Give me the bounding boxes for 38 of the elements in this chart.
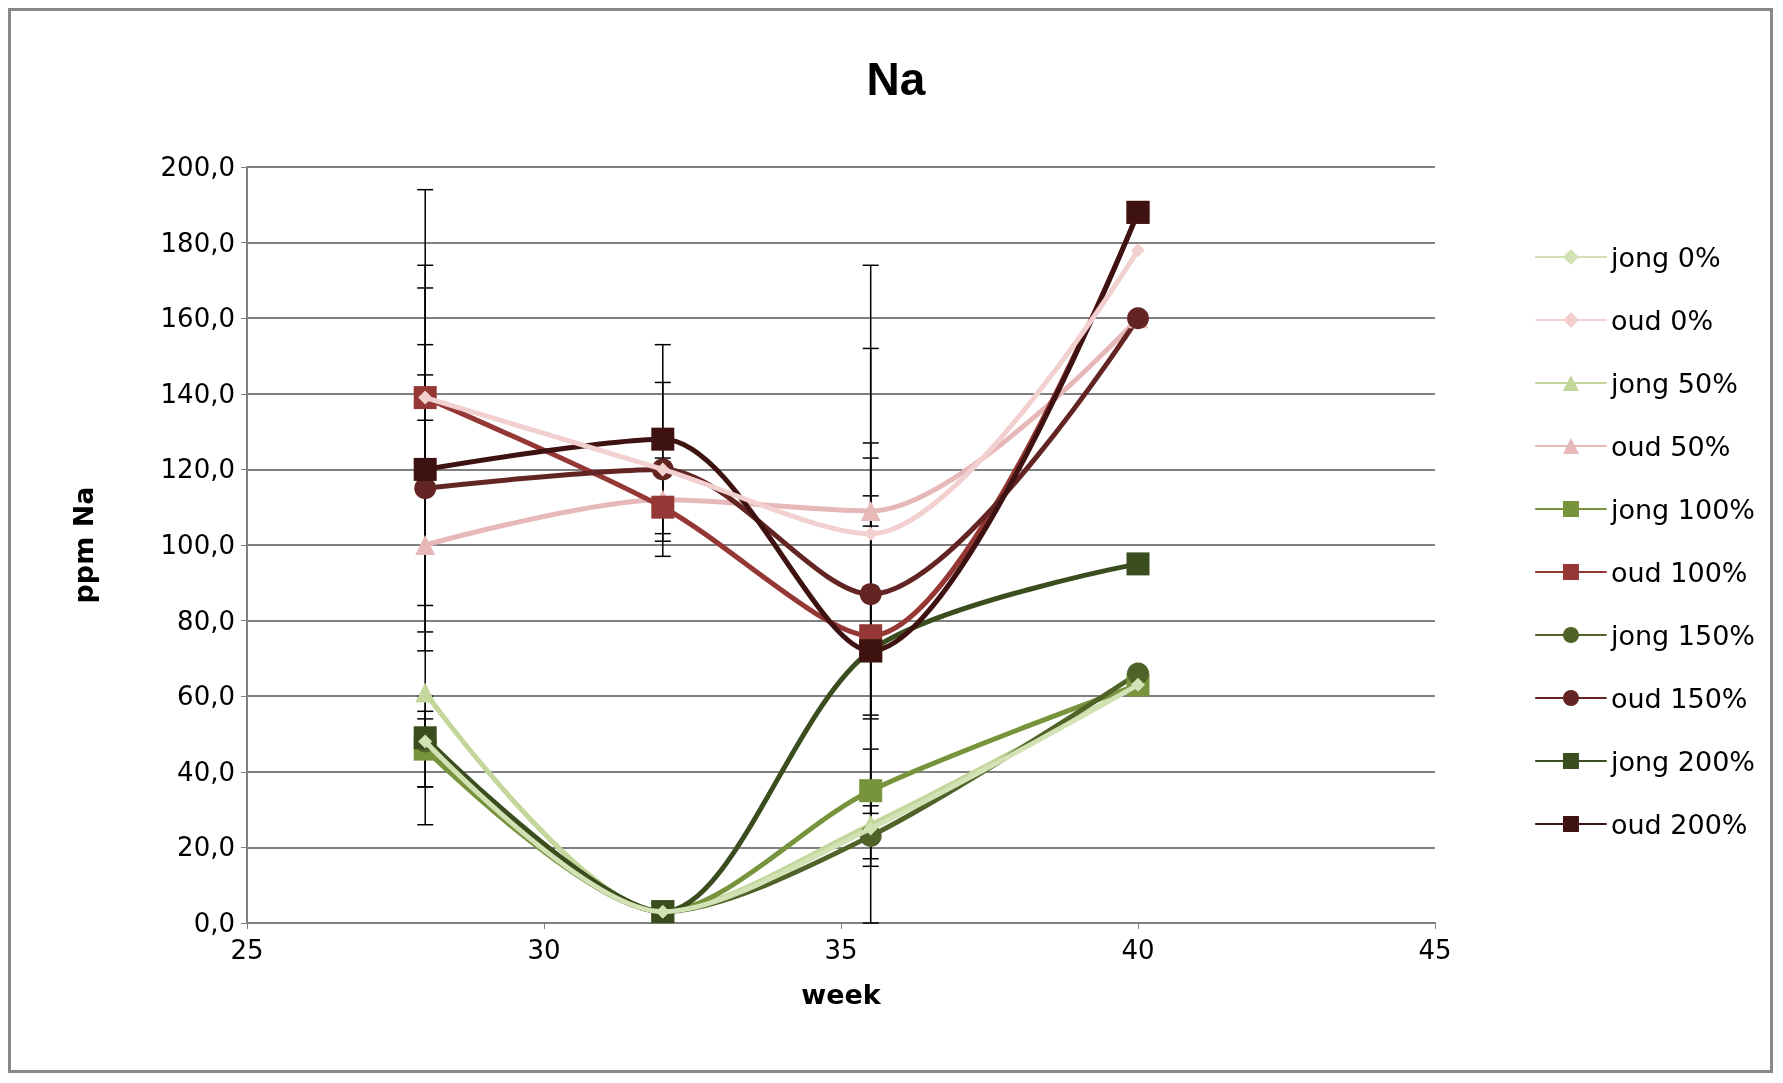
y-tick-label: 40,0 — [177, 756, 235, 787]
x-tick-label: 40 — [1121, 935, 1155, 965]
y-tick-label: 160,0 — [160, 303, 235, 334]
legend-label: jong 200% — [1609, 745, 1755, 777]
y-axis-title: ppm Na — [68, 486, 99, 604]
point — [859, 583, 882, 606]
x-tick-label: 30 — [527, 935, 561, 965]
point — [859, 779, 883, 803]
legend-label: jong 100% — [1609, 493, 1755, 525]
y-tick-label: 20,0 — [177, 832, 235, 863]
point — [860, 500, 881, 521]
legend-label: jong 50% — [1609, 367, 1738, 399]
y-tick-label: 140,0 — [160, 378, 235, 409]
point — [1131, 243, 1145, 258]
legend-label: oud 200% — [1610, 808, 1748, 840]
point — [651, 427, 675, 451]
y-tick-label: 60,0 — [177, 681, 235, 712]
x-tick-label: 25 — [230, 935, 264, 965]
y-tick-label: 120,0 — [160, 454, 235, 485]
x-axis-title: week — [801, 979, 882, 1010]
legend-label: jong 150% — [1609, 619, 1755, 651]
x-tick-label: 45 — [1418, 935, 1452, 965]
point — [415, 535, 436, 555]
y-tick-label: 100,0 — [160, 530, 235, 560]
legend-label: oud 150% — [1610, 682, 1748, 714]
point — [651, 495, 675, 519]
y-tick-label: 180,0 — [160, 227, 235, 258]
chart-title: Na — [866, 53, 926, 105]
y-tick-label: 0,0 — [193, 908, 235, 938]
legend-label: jong 0% — [1609, 241, 1721, 273]
point — [1126, 552, 1150, 576]
legend-label: oud 0% — [1610, 304, 1714, 336]
point — [413, 457, 437, 481]
legend-label: oud 50% — [1610, 430, 1731, 462]
x-tick-label: 35 — [824, 935, 858, 965]
y-tick-label: 200,0 — [160, 152, 235, 182]
y-tick-label: 80,0 — [177, 605, 235, 636]
legend-label: oud 100% — [1610, 556, 1748, 588]
